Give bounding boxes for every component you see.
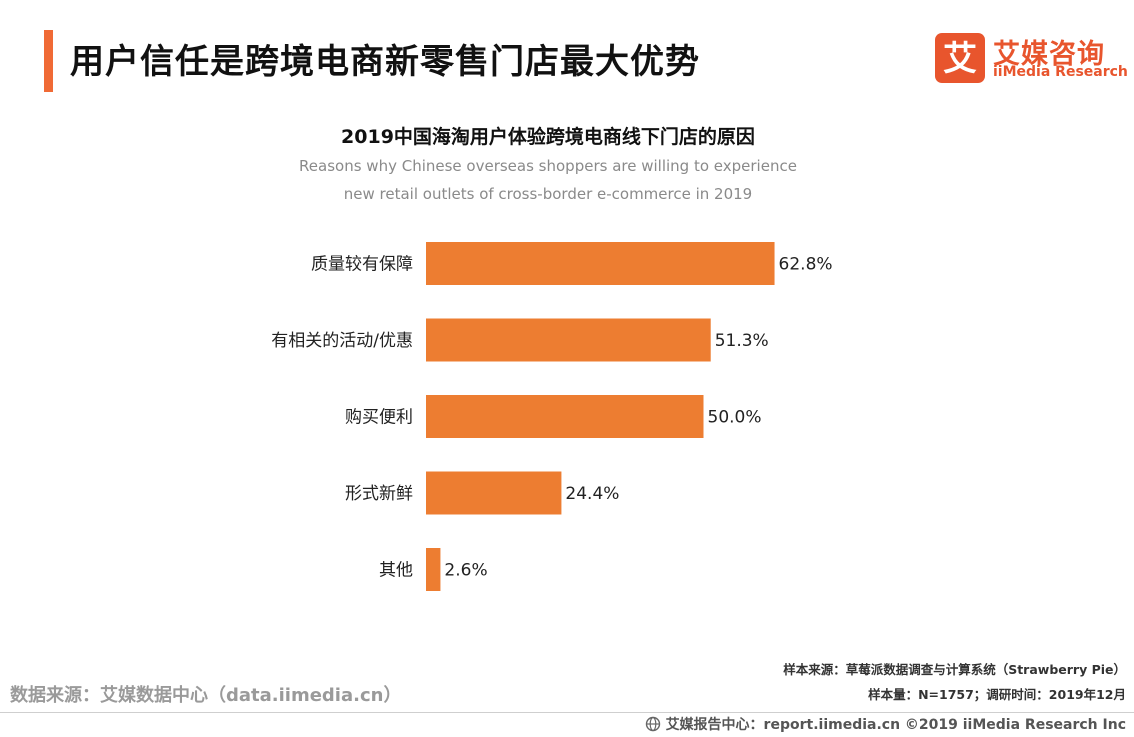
globe-icon [645,716,660,732]
bar [426,242,775,285]
chart-subtitle-line-1: Reasons why Chinese overseas shoppers ar… [299,157,797,175]
sample-source-note: 样本来源：草莓派数据调查与计算系统（Strawberry Pie） [783,662,1126,677]
bar [426,395,704,438]
bar [426,318,711,362]
value-label: 62.8% [779,255,833,275]
report-center-text: 艾媒报告中心：report.iimedia.cn ©2019 iiMedia R… [665,717,1126,733]
category-label: 形式新鲜 [345,484,413,504]
bar [426,548,441,591]
category-label: 有相关的活动/优惠 [271,331,413,351]
ai-character-logo: 艾 [935,33,985,83]
category-label: 购买便利 [345,408,413,428]
chart-subtitle-line-2: new retail outlets of cross-border e-com… [343,185,753,203]
value-label: 24.4% [565,484,619,504]
category-label: 其他 [379,561,413,581]
data-source: 数据来源：艾媒数据中心（data.iimedia.cn） [10,685,402,706]
logo-en-name: iiMedia Research [993,64,1128,80]
logo-mark: 艾 [943,39,977,79]
value-label: 2.6% [444,561,487,581]
logo-cn-name: 艾媒咨询 [993,39,1105,70]
bar [426,471,562,515]
chart-title: 2019中国海淘用户体验跨境电商线下门店的原因 [341,126,755,148]
footer-divider [0,712,1134,713]
title-accent-bar [44,30,53,92]
value-label: 51.3% [715,331,769,351]
sample-size-note: 样本量：N=1757；调研时间：2019年12月 [868,687,1126,702]
page-title: 用户信任是跨境电商新零售门店最大优势 [70,42,700,82]
value-label: 50.0% [708,408,762,428]
category-label: 质量较有保障 [311,255,413,275]
footer-report-center: 艾媒报告中心：report.iimedia.cn ©2019 iiMedia R… [645,714,1126,734]
